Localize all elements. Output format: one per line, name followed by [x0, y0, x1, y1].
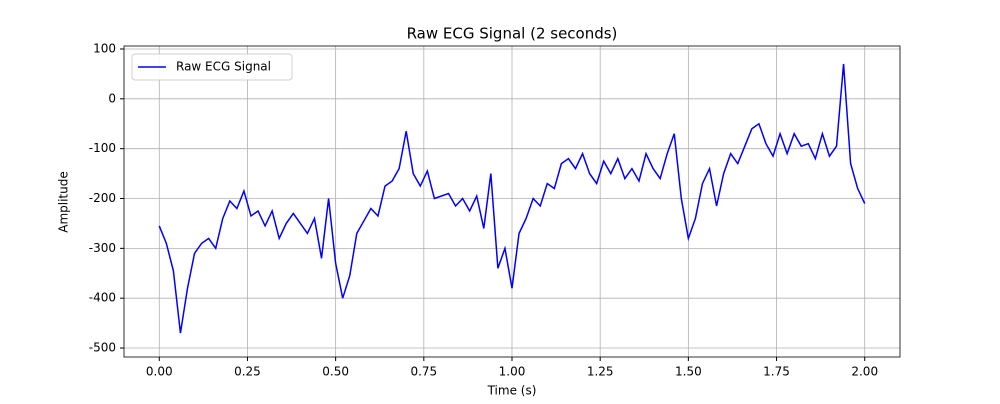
y-tick-label: -300: [89, 241, 116, 255]
legend-box: [131, 53, 293, 81]
x-tick-label: 1.00: [499, 365, 526, 379]
legend-label: Raw ECG Signal: [176, 60, 271, 74]
x-tick-label: 0.00: [146, 365, 173, 379]
y-tick-label: -200: [89, 191, 116, 205]
x-tick-label: 0.75: [410, 365, 437, 379]
y-tick-label: -500: [89, 341, 116, 355]
y-tick-label: -400: [89, 291, 116, 305]
y-tick-label: 100: [93, 41, 116, 55]
x-tick-label: 0.25: [234, 365, 261, 379]
y-tick-label: -100: [89, 141, 116, 155]
x-tick-label: 1.75: [763, 365, 790, 379]
chart-title: Raw ECG Signal (2 seconds): [407, 25, 618, 43]
x-tick-label: 1.25: [587, 365, 614, 379]
x-tick-label: 0.50: [322, 365, 349, 379]
y-axis-label: Amplitude: [57, 171, 71, 233]
x-axis-label: Time (s): [487, 384, 537, 398]
x-tick-label: 1.50: [675, 365, 702, 379]
y-tick-label: 0: [108, 91, 116, 105]
x-tick-label: 2.00: [851, 365, 878, 379]
data-line: [158, 63, 866, 334]
plot-frame: [123, 45, 901, 358]
